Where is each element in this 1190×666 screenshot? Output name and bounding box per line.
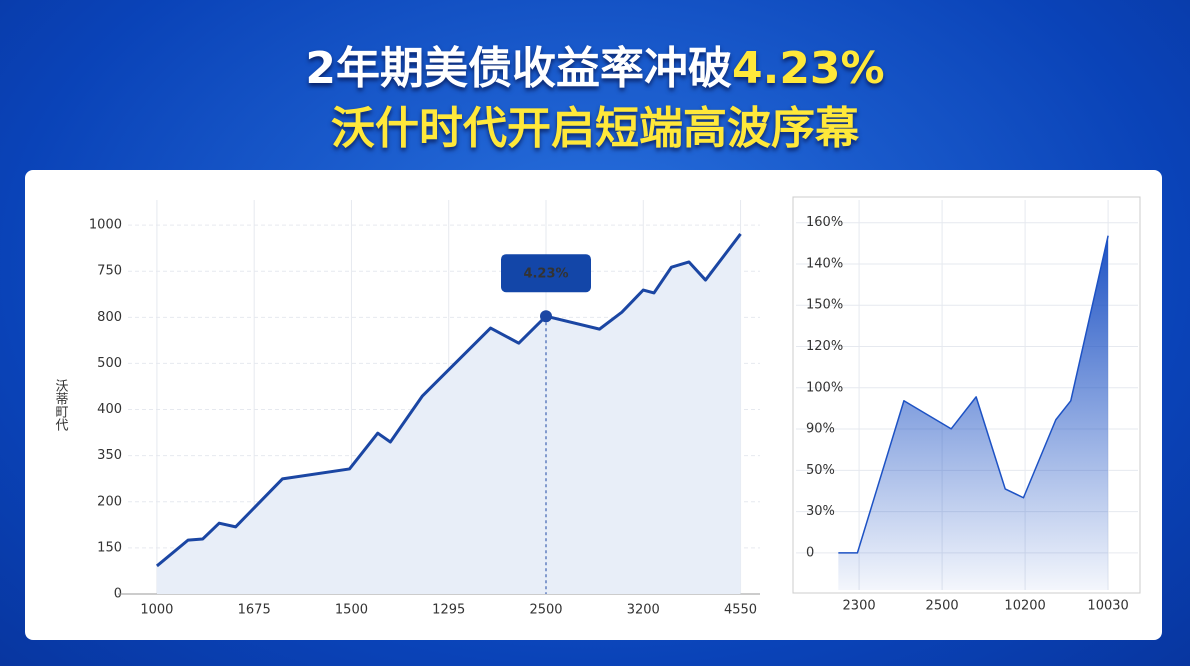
x-tick-label: 1500 bbox=[335, 603, 368, 618]
y-tick-label: 90% bbox=[806, 422, 835, 437]
y-tick-label: 200 bbox=[97, 494, 122, 509]
title-line: 2年期美债收益率冲破4.23% bbox=[0, 32, 1190, 96]
x-tick-label: 4550 bbox=[724, 603, 757, 618]
y-tick-label: 1000 bbox=[89, 218, 122, 233]
y-tick-label: 0 bbox=[114, 587, 122, 602]
line bbox=[838, 235, 1109, 554]
x-tick-label: 2500 bbox=[926, 599, 959, 614]
x-tick-label: 3200 bbox=[627, 603, 660, 618]
title-line: 沃什时代开启短端高波序幕 bbox=[331, 103, 859, 154]
line bbox=[155, 233, 742, 568]
annotation-point bbox=[540, 310, 552, 323]
area bbox=[838, 235, 1109, 590]
y-tick-label: 150 bbox=[97, 540, 122, 555]
title-text: 2年期美债收益率冲破 bbox=[305, 43, 732, 94]
title-highlight: 4.23% bbox=[731, 43, 885, 94]
y-axis-label: 沃蒂町代 bbox=[53, 379, 69, 432]
x-tick-label: 2500 bbox=[529, 603, 562, 618]
y-tick-label: 50% bbox=[806, 463, 835, 478]
x-tick-label: 1000 bbox=[140, 603, 173, 618]
y-tick-label: 150% bbox=[806, 298, 843, 313]
area bbox=[156, 233, 741, 595]
y-tick-label: 30% bbox=[806, 504, 835, 519]
y-tick-label: 500 bbox=[97, 356, 122, 371]
chart-frame bbox=[792, 196, 1141, 594]
y-tick-label: 120% bbox=[806, 339, 843, 354]
y-tick-label: 400 bbox=[97, 402, 122, 417]
y-tick-label: 140% bbox=[806, 256, 843, 271]
y-tick-label: 800 bbox=[97, 310, 122, 325]
x-tick-label: 1295 bbox=[432, 603, 465, 618]
x-tick-label: 10200 bbox=[1004, 599, 1045, 614]
x-tick-label: 10030 bbox=[1087, 599, 1128, 614]
annotation-box bbox=[501, 254, 591, 293]
x-tick-label: 2300 bbox=[843, 599, 876, 614]
annotation-text: 4.23% bbox=[523, 267, 568, 282]
y-tick-label: 350 bbox=[97, 448, 122, 463]
y-tick-label: 160% bbox=[806, 215, 843, 230]
y-tick-label: 0 bbox=[806, 545, 814, 560]
y-tick-label: 100% bbox=[806, 380, 843, 395]
x-tick-label: 1675 bbox=[238, 603, 271, 618]
y-tick-label: 750 bbox=[97, 264, 122, 279]
